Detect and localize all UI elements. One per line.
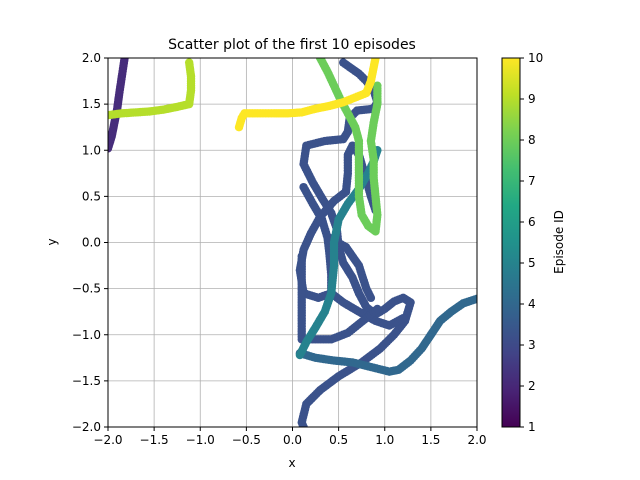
x-tick-label: 0.5 [329,433,348,447]
colorbar-tick-label: 8 [528,133,536,147]
colorbar-tick-label: 6 [528,215,536,229]
x-tick-label: −2.0 [93,433,122,447]
data-point [299,422,308,427]
x-tick-label: 2.0 [467,433,486,447]
data-point [184,58,194,67]
colorbar-label: Episode ID [552,210,566,274]
chart-title: Scatter plot of the first 10 episodes [168,37,416,53]
colorbar-tick-label: 4 [528,297,536,311]
colorbar-ticks: 1 2 3 4 5 6 7 8 9 10 [520,51,543,434]
y-tick-label: −1.0 [72,328,101,342]
data-point [108,144,113,153]
y-tick-label: 2.0 [82,51,101,65]
y-axis-ticks: −2.0 −1.5 −1.0 −0.5 0.0 0.5 1.0 1.5 2.0 [72,51,108,434]
x-axis-ticks: −2.0 −1.5 −1.0 −0.5 0.0 0.5 1.0 1.5 2.0 [93,427,487,447]
colorbar-tick-label: 9 [528,92,536,106]
y-tick-label: −0.5 [72,282,101,296]
y-tick-label: −2.0 [72,420,101,434]
x-tick-label: 1.0 [375,433,394,447]
x-tick-label: −1.0 [186,433,215,447]
x-tick-label: 1.5 [421,433,440,447]
data-point [373,304,382,314]
data-point [399,313,408,323]
y-tick-label: 1.5 [82,97,101,111]
colorbar-tick-label: 7 [528,174,536,188]
colorbar [501,57,521,428]
data-point [371,58,380,63]
data-point [373,81,382,90]
x-axis-label: x [288,456,295,470]
y-tick-label: 1.0 [82,143,101,157]
x-tick-label: −1.5 [140,433,169,447]
data-point [366,293,376,303]
colorbar-tick-label: 5 [528,256,536,270]
colorbar-tick-label: 10 [528,51,543,65]
y-axis-label: y [45,238,59,245]
y-tick-label: 0.0 [82,236,101,250]
data-point [472,294,477,303]
colorbar-tick-label: 1 [528,420,536,434]
data-points [108,58,477,427]
y-tick-label: 0.5 [82,189,101,203]
colorbar-tick-label: 3 [528,338,536,352]
colorbar-tick-label: 2 [528,379,536,393]
x-tick-label: 0.0 [283,433,302,447]
x-tick-label: −0.5 [232,433,261,447]
y-tick-label: −1.5 [72,374,101,388]
